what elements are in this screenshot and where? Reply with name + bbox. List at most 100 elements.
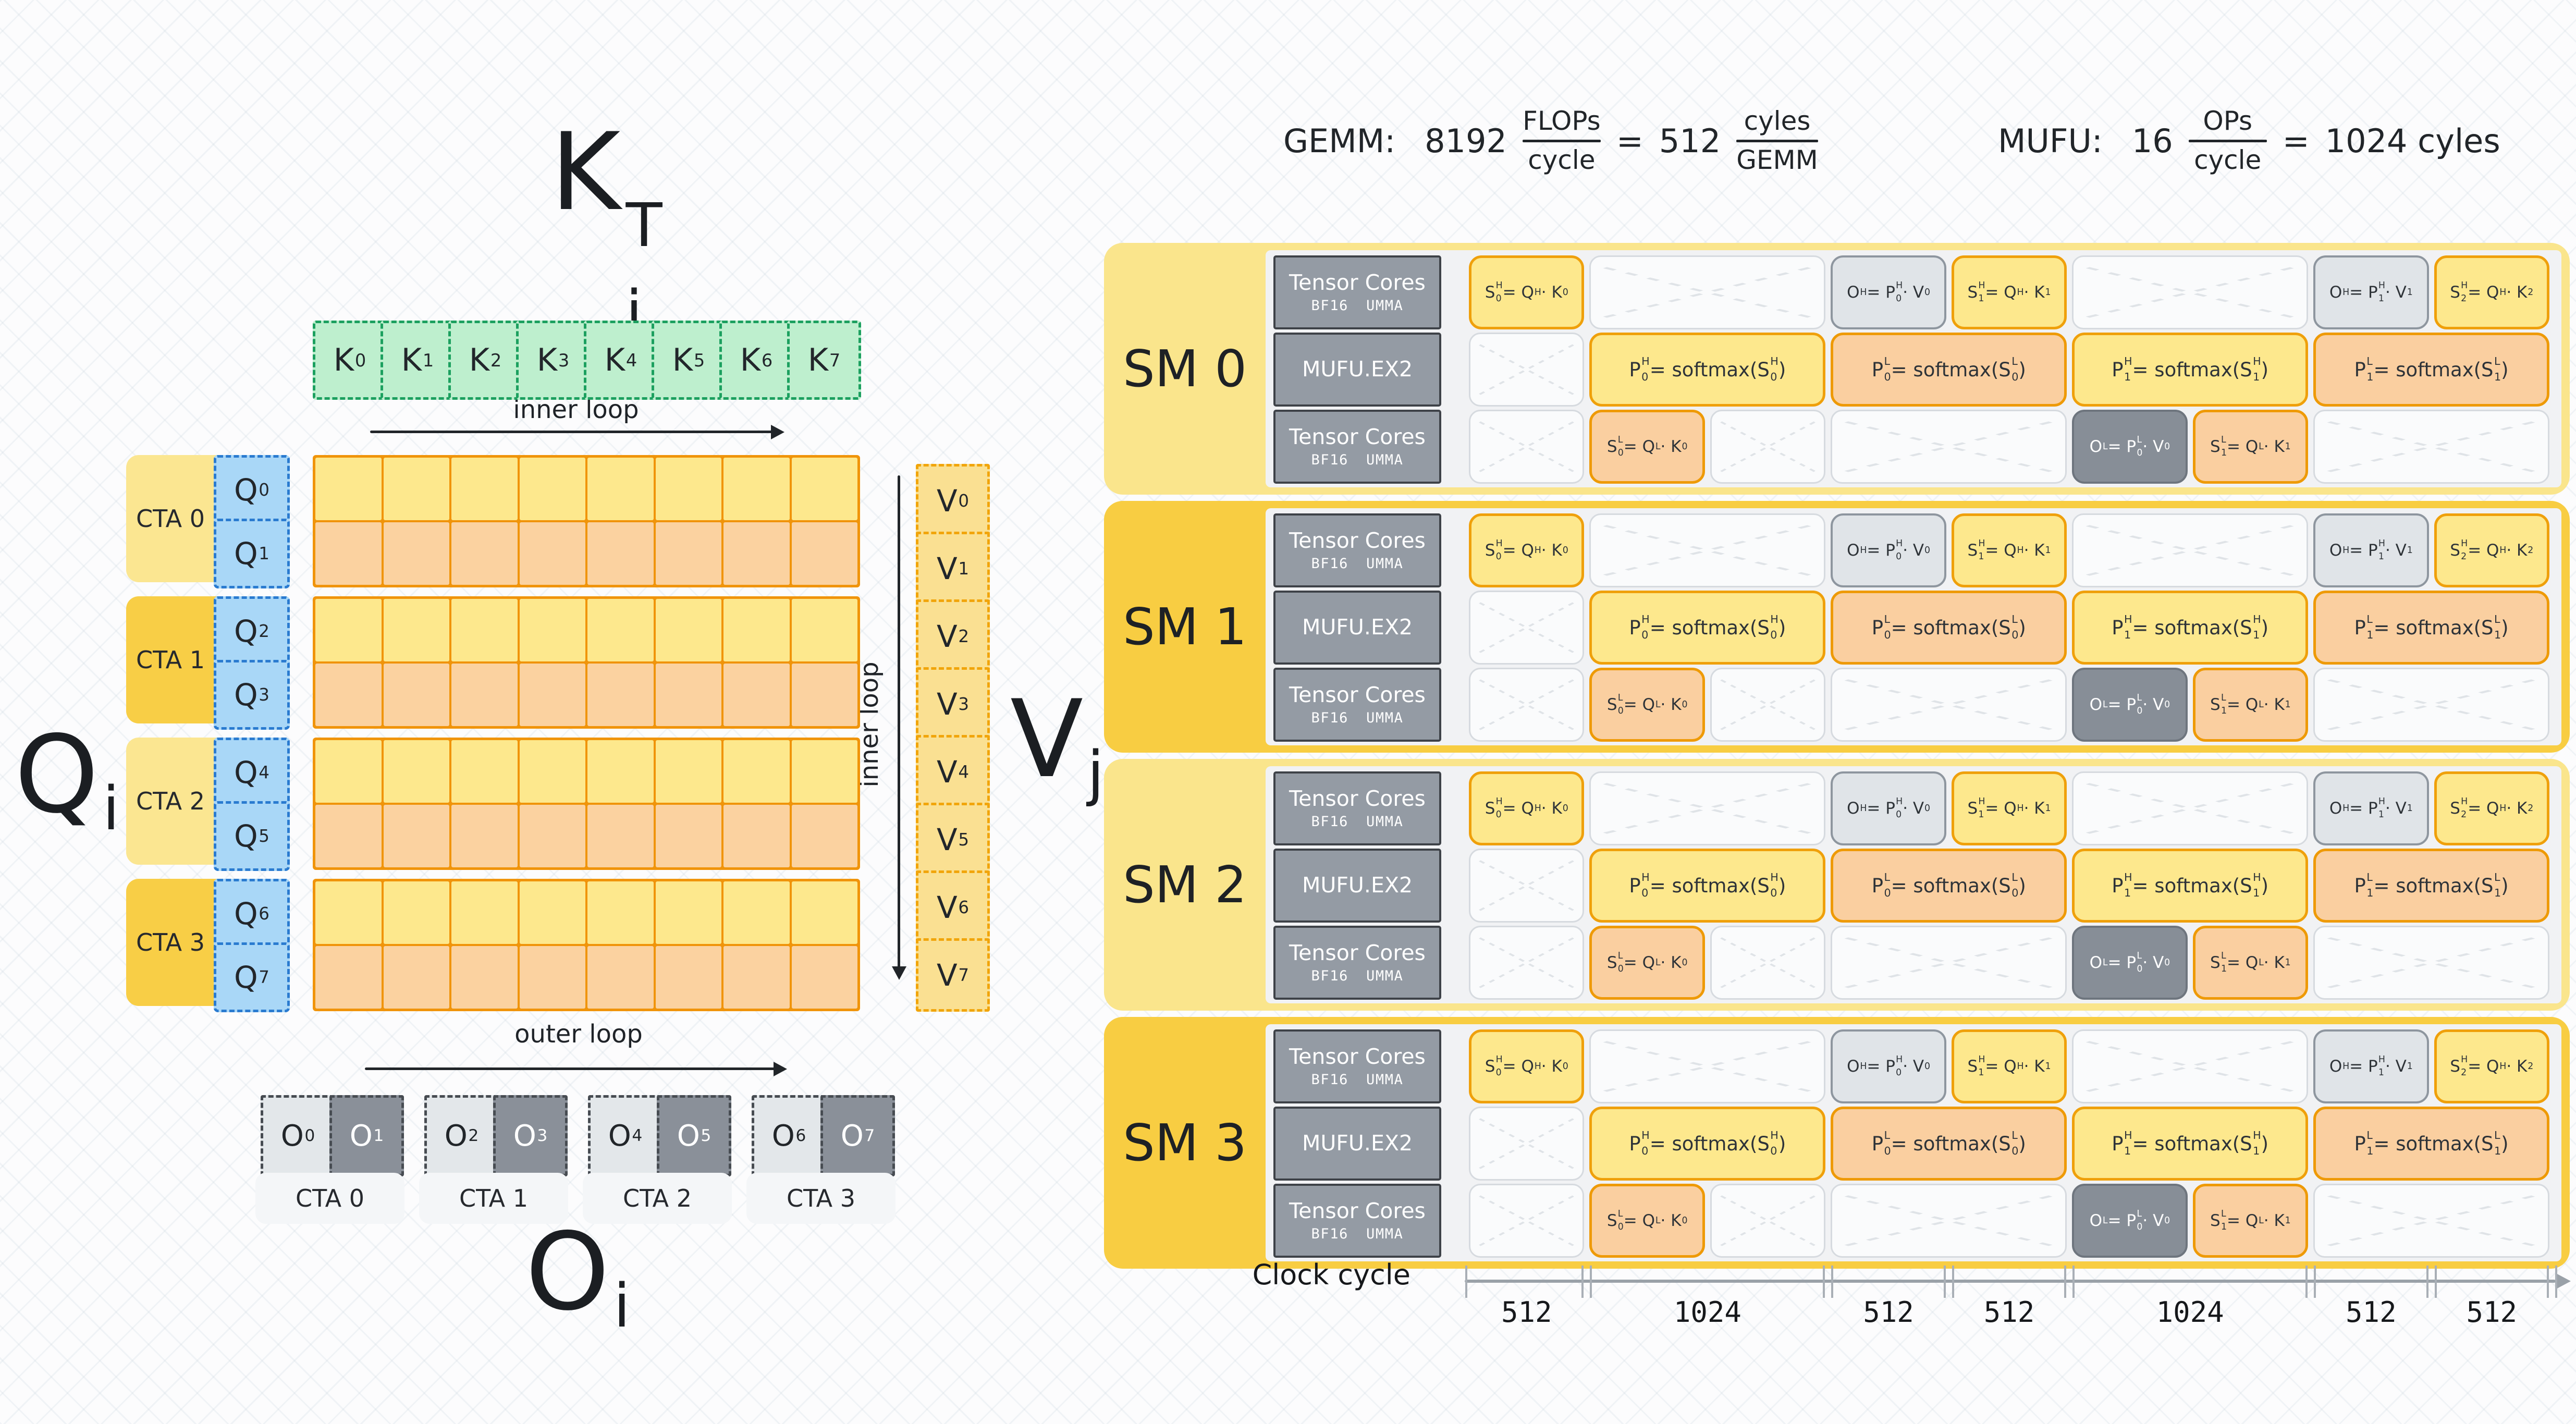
timeline-idle-cell (2313, 668, 2549, 742)
matrix-cell (451, 881, 518, 944)
clock-axis-tick (2314, 1266, 2316, 1298)
unit-label-line1: Tensor Cores (1289, 940, 1426, 965)
idle-slot-x-icon (2327, 1195, 2536, 1246)
fraction-numerator: cyles (1744, 106, 1811, 136)
matrix-cell (723, 664, 790, 726)
mufu-throughput-formula: MUFU: 16 OPs cycle = 1024 cyles (1998, 79, 2500, 202)
timeline-idle-cell (1831, 1184, 2067, 1258)
matrix-cell (451, 458, 518, 520)
unit-label-line1: Tensor Cores (1289, 269, 1426, 295)
clock-segment-cycles: 512 (2346, 1296, 2397, 1329)
matrix-cell (383, 664, 449, 726)
idle-slot-x-icon (1479, 602, 1575, 653)
matrix-cell (451, 805, 518, 867)
idle-slot-x-icon (1479, 937, 1575, 988)
clock-segment-cycles: 512 (1501, 1296, 1552, 1329)
matrix-cell (519, 740, 585, 803)
q-title: Qi (15, 713, 120, 844)
idle-slot-x-icon (1479, 1118, 1575, 1169)
matrix-cell (791, 805, 857, 867)
idle-slot-x-icon (1720, 421, 1816, 472)
timeline-idle-cell (1831, 668, 2067, 742)
unit-label-line1: Tensor Cores (1289, 1198, 1426, 1223)
matrix-block (313, 738, 860, 870)
idle-slot-x-icon (1720, 1195, 1816, 1246)
unit-label-line1: MUFU.EX2 (1302, 1131, 1413, 1156)
matrix-cell (587, 881, 654, 944)
idle-slot-x-icon (1479, 344, 1575, 395)
matrix-cell (791, 599, 857, 661)
matrix-cell (383, 805, 449, 867)
fraction-denominator: cycle (2194, 144, 2262, 175)
matrix-cell (655, 664, 721, 726)
matrix-cell (587, 664, 654, 726)
matrix-cell (587, 805, 654, 867)
cta-left-label: CTA 2 (136, 787, 205, 815)
idle-slot-x-icon (1479, 679, 1575, 730)
unit-label: MUFU.EX2 (1273, 849, 1441, 923)
timeline-idle-cell (1710, 668, 1826, 742)
mufu-label: MUFU: (1998, 121, 2103, 160)
idle-slot-x-icon (2327, 421, 2536, 472)
timeline-idle-cell (1469, 333, 1585, 407)
timeline-idle-cell (1469, 591, 1585, 665)
idle-slot-x-icon (1603, 1041, 1812, 1092)
clock-axis-tick (1952, 1266, 1954, 1298)
matrix-cell (587, 458, 654, 520)
matrix-cell (451, 946, 518, 1009)
unit-label-line2: BF16 UMMA (1311, 1226, 1404, 1243)
idle-slot-x-icon (1603, 525, 1812, 576)
gemm-throughput-formula: GEMM: 8192 FLOPs cycle = 512 cyles GEMM (1283, 79, 1818, 202)
unit-label: Tensor Cores BF16 UMMA (1273, 771, 1441, 845)
matrix-cell (655, 805, 721, 867)
matrix-cell (723, 881, 790, 944)
timeline-idle-cell (1710, 1184, 1826, 1258)
clock-axis-tick (1823, 1266, 1825, 1298)
matrix-cell (315, 881, 382, 944)
matrix-cell (587, 599, 654, 661)
unit-label-line2: BF16 UMMA (1311, 710, 1404, 727)
timeline-idle-cell (1469, 849, 1585, 923)
timeline-idle-cell (1831, 926, 2067, 1000)
fraction-bar (1736, 139, 1818, 142)
idle-slot-x-icon (1844, 679, 2053, 730)
cta-bottom-label: CTA 0 (255, 1173, 404, 1224)
timeline-idle-cell (1469, 668, 1585, 742)
equals-sign: = (2282, 121, 2310, 160)
idle-slot-x-icon (1844, 937, 2053, 988)
timeline-idle-cell (1469, 926, 1585, 1000)
sm-name: SM 1 (1123, 597, 1247, 656)
clock-segment-cycles: 512 (1863, 1296, 1914, 1329)
matrix-cell (587, 946, 654, 1009)
timeline-idle-cell (1469, 1107, 1585, 1181)
matrix-cell (383, 740, 449, 803)
inner-loop-top-arrow-head-icon (771, 425, 784, 439)
